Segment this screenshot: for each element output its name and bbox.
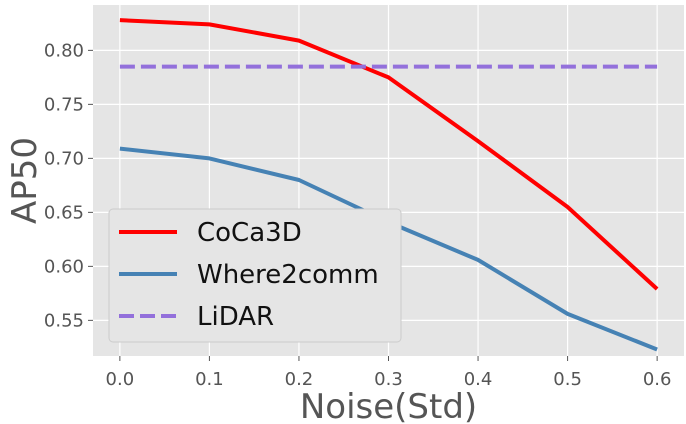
series-line-coca3d xyxy=(119,18,659,291)
y-tick-label: 0.60 xyxy=(44,256,84,277)
x-tick-label: 0.0 xyxy=(106,369,135,390)
legend-box xyxy=(108,208,402,343)
y-tick-label: 0.70 xyxy=(44,148,84,169)
legend-label-where2comm: Where2comm xyxy=(197,260,379,290)
x-axis-ticks: 0.0 0.1 0.2 0.3 0.4 0.5 0.6 xyxy=(106,356,672,390)
x-tick-label: 0.3 xyxy=(374,369,403,390)
x-tick-label: 0.2 xyxy=(285,369,314,390)
x-tick-label: 0.6 xyxy=(643,369,672,390)
y-tick-label: 0.75 xyxy=(44,94,84,115)
y-axis-ticks: 0.55 0.60 0.65 0.70 0.75 0.80 xyxy=(44,40,93,331)
y-tick-label: 0.55 xyxy=(44,310,84,331)
legend-label-lidar: LiDAR xyxy=(197,302,274,332)
x-tick-label: 0.5 xyxy=(553,369,582,390)
legend-label-coca3d: CoCa3D xyxy=(197,218,302,248)
y-axis-label: AP50 xyxy=(5,137,45,224)
y-tick-label: 0.65 xyxy=(44,202,84,223)
x-tick-label: 0.1 xyxy=(195,369,224,390)
x-tick-label: 0.4 xyxy=(464,369,493,390)
legend: CoCa3D Where2comm LiDAR xyxy=(108,208,402,343)
x-axis-label: Noise(Std) xyxy=(300,387,477,424)
y-tick-label: 0.80 xyxy=(44,40,84,61)
